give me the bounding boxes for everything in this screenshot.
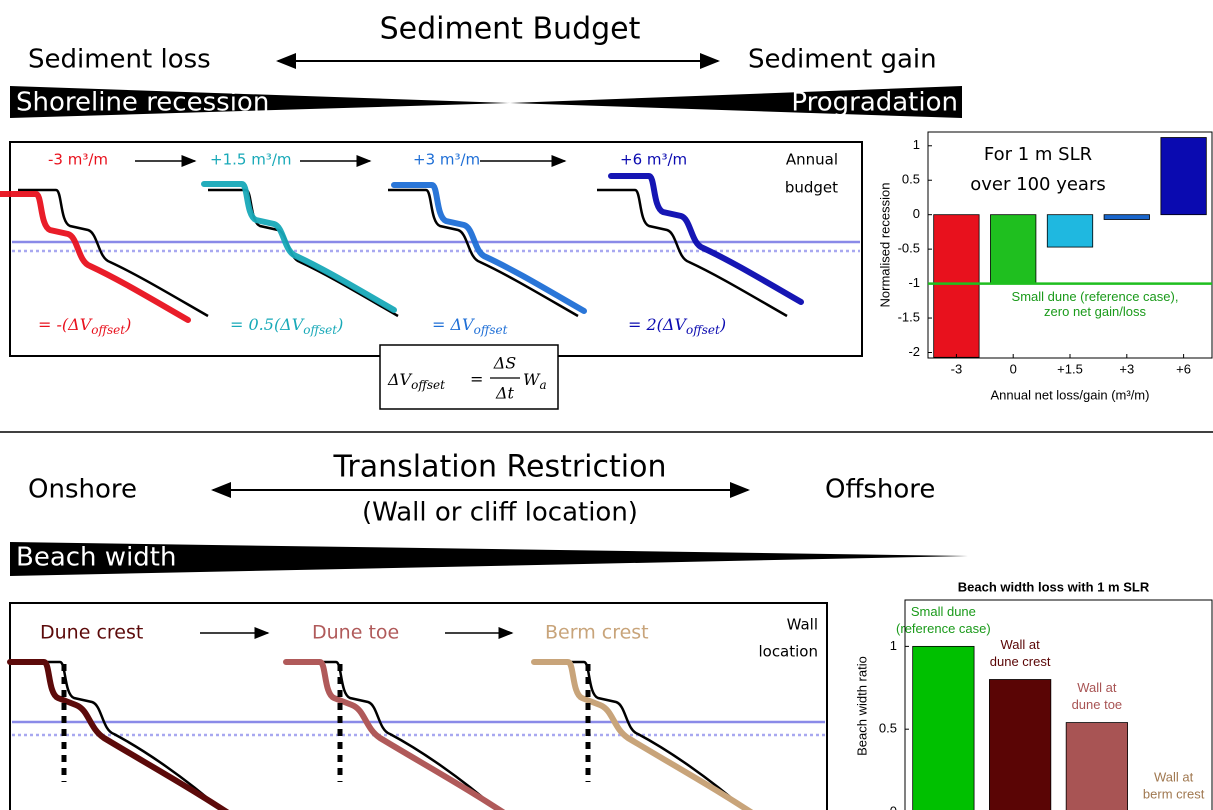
y-tick-label: 0.5 (902, 172, 920, 187)
profile-final (283, 659, 506, 810)
banner: Beach width (16, 543, 176, 573)
profile-final (391, 182, 587, 314)
profile-initial (388, 188, 579, 318)
bar (1065, 722, 1128, 810)
panel (9, 602, 828, 810)
bar-label: Small dune (911, 604, 976, 619)
formula-sub: offset (686, 323, 720, 337)
formula-sub: offset (91, 323, 125, 337)
legend-text: location (758, 643, 818, 661)
wedge (510, 86, 962, 118)
bar (1046, 214, 1094, 248)
section-subtitle: (Wall or cliff location) (362, 498, 638, 528)
reference-label: Small dune (reference case), (1012, 289, 1179, 304)
axes-box (904, 599, 1213, 810)
x-axis-label: Annual net loss/gain (m³/m) (991, 387, 1150, 402)
location-label: Berm crest (545, 622, 649, 644)
location-label: Dune toe (312, 622, 399, 644)
x-tick-label: 0 (1010, 361, 1017, 376)
formula-part: ) (124, 315, 131, 334)
bar (1103, 214, 1150, 220)
y-tick-label: -2 (908, 344, 920, 359)
bar-label: Wall at (1001, 637, 1041, 652)
bar (989, 679, 1052, 810)
formula-part: = ΔV (432, 315, 475, 334)
y-tick-label: 1 (890, 638, 897, 653)
wedge (10, 542, 968, 576)
equation-lhs: ΔVoffset (387, 370, 445, 392)
wedge (10, 86, 510, 118)
profile-final (7, 659, 230, 810)
equation-num: ΔS (493, 354, 517, 373)
axes-box (927, 131, 1213, 359)
formula: = 0.5(ΔVoffset) (230, 315, 343, 337)
formula-part: = 2(ΔV (628, 315, 687, 334)
budget-label: +6 m³/m (620, 151, 687, 169)
location-label: Dune crest (40, 622, 143, 644)
formula: = 2(ΔVoffset) (628, 315, 726, 337)
reference-label: zero net gain/loss (1044, 304, 1146, 319)
legend-text: Annual (786, 151, 838, 169)
bar (990, 214, 1037, 284)
budget-label: -3 m³/m (48, 151, 108, 169)
annotation: For 1 m SLR (984, 144, 1092, 165)
y-tick-label: 0.5 (879, 721, 897, 736)
annotation: over 100 years (970, 174, 1105, 195)
section-title: Translation Restriction (333, 450, 667, 485)
banner-right: Progradation (791, 88, 958, 118)
bar-label: berm crest (1143, 786, 1205, 801)
equation-den: Δt (495, 384, 515, 403)
x-tick-label: -3 (951, 361, 963, 376)
bar-label: dune crest (990, 654, 1051, 669)
x-tick-label: +6 (1176, 361, 1191, 376)
profile-initial (18, 188, 209, 318)
y-axis-label: Normalised recession (877, 183, 892, 308)
formula: = -(ΔVoffset) (38, 315, 131, 337)
equation-box (379, 344, 559, 410)
bar-label: (reference case) (896, 621, 991, 636)
formula-part: ) (719, 315, 726, 334)
legend-text: Wall (787, 616, 818, 634)
right-label: Sediment gain (748, 45, 937, 75)
profile-final (531, 659, 754, 810)
profile-initial (597, 188, 788, 318)
profile-final (201, 181, 397, 313)
bar (1160, 137, 1207, 216)
banner-left: Shoreline recession (16, 88, 269, 118)
y-axis-label: Beach width ratio (854, 656, 869, 756)
y-tick-label: 0 (890, 803, 897, 810)
y-tick-label: 0 (913, 206, 920, 221)
formula-sub: offset (474, 323, 508, 337)
chart-title: Beach width loss with 1 m SLR (958, 579, 1150, 594)
budget-label: +1.5 m³/m (210, 151, 291, 169)
bar (912, 645, 975, 810)
section-title: Sediment Budget (380, 12, 641, 47)
x-tick-label: +1.5 (1057, 361, 1083, 376)
budget-label: +3 m³/m (413, 151, 480, 169)
y-tick-label: 1 (913, 137, 920, 152)
y-tick-label: -1.5 (898, 309, 920, 324)
bar-label: Wall at (1154, 769, 1194, 784)
formula-sub: offset (303, 323, 337, 337)
profile-final (608, 173, 804, 305)
formula-part: ) (336, 315, 343, 334)
formula-part: = -(ΔV (38, 315, 93, 334)
equation-eq: = (470, 370, 483, 389)
left-label: Onshore (28, 475, 137, 505)
bar (933, 214, 980, 358)
profile-final (0, 191, 191, 323)
x-tick-label: +3 (1119, 361, 1134, 376)
equation-w: Wa (523, 370, 547, 392)
bar-label: Wall at (1077, 680, 1117, 695)
bar-label: dune toe (1072, 697, 1123, 712)
formula: = ΔVoffset (432, 315, 508, 337)
y-tick-label: -0.5 (898, 241, 920, 256)
left-label: Sediment loss (28, 45, 211, 75)
right-label: Offshore (825, 475, 935, 505)
formula-part: = 0.5(ΔV (230, 315, 305, 334)
legend-text: budget (785, 179, 838, 197)
y-tick-label: -1 (908, 275, 920, 290)
